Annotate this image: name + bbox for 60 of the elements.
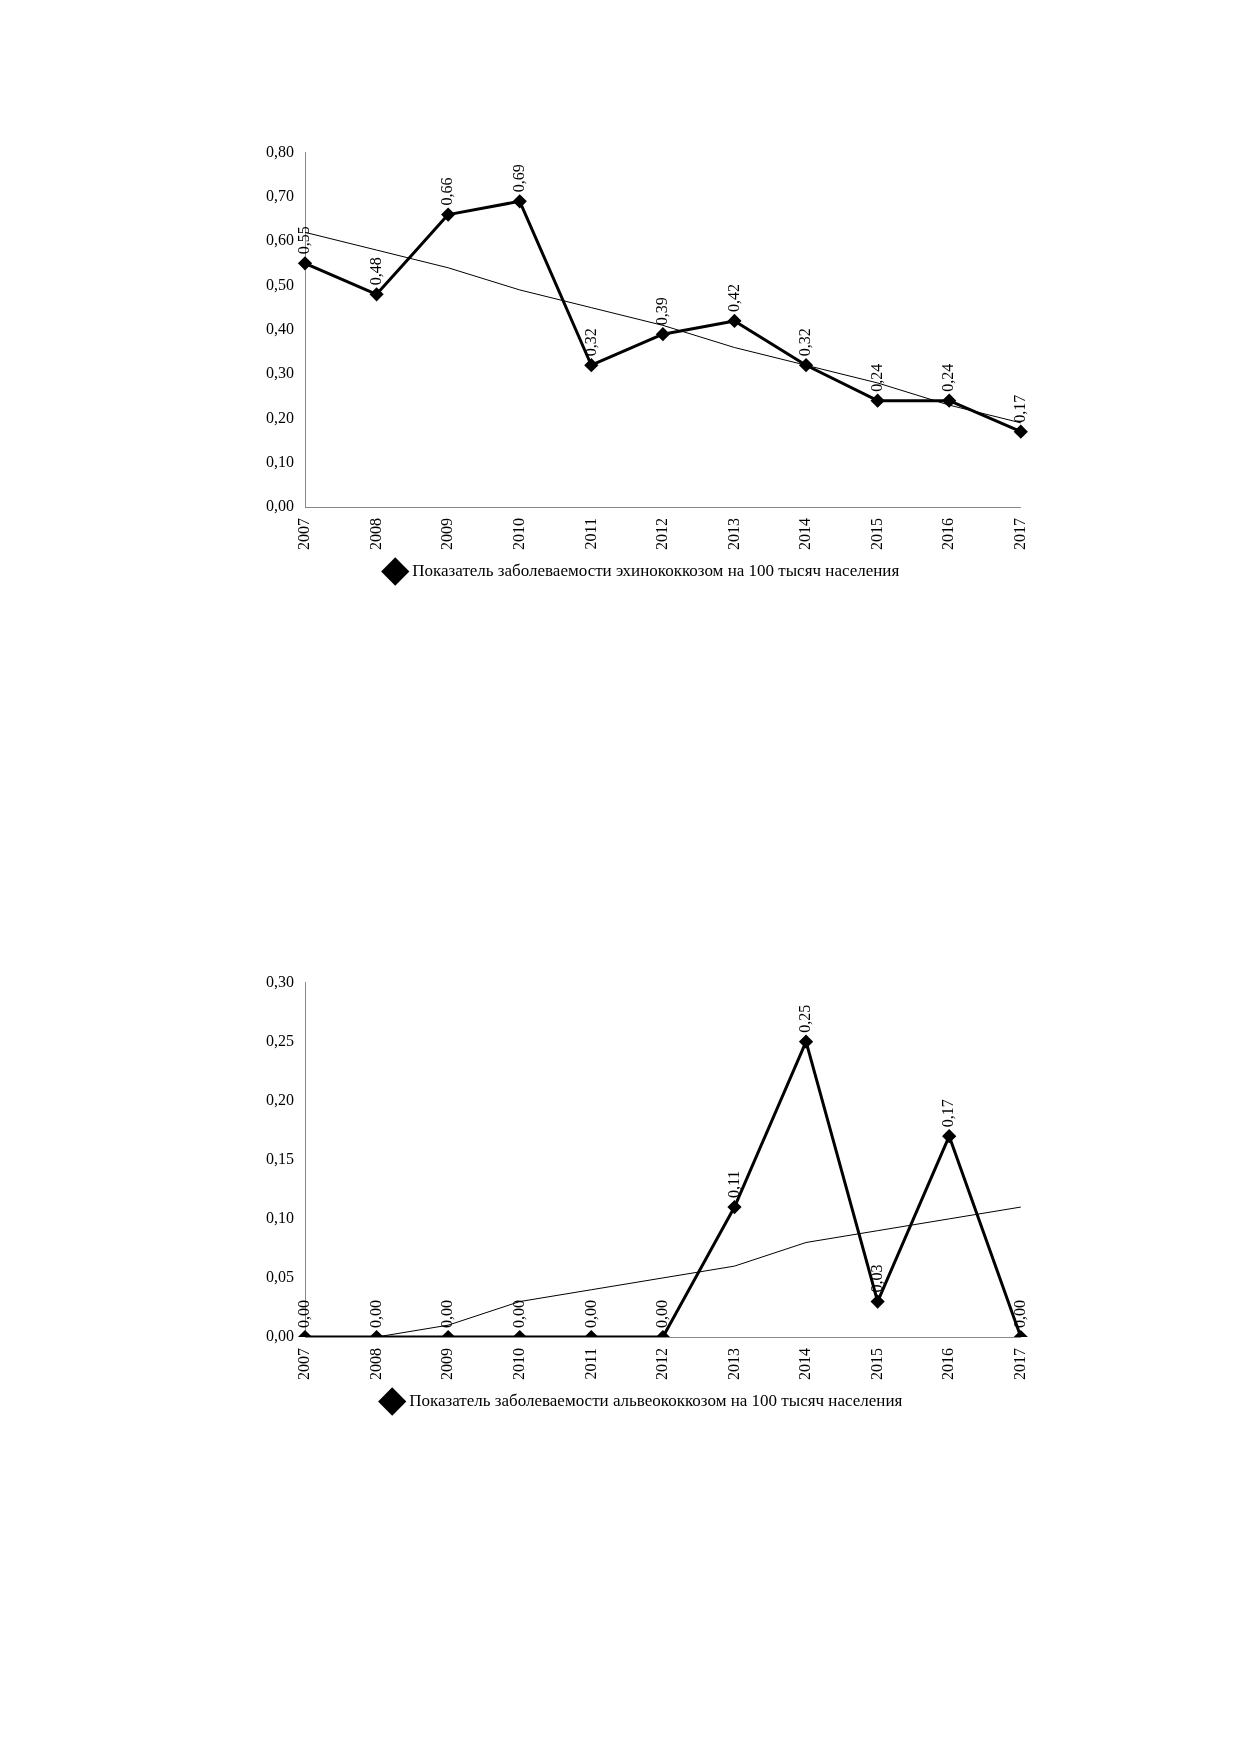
x-tick-label: 2017 [1011,518,1028,550]
y-tick-label: 0,20 [266,408,294,426]
x-tick-label: 2010 [509,518,527,550]
y-tick-label: 0,60 [266,231,294,249]
x-tick-label: 2010 [509,1348,527,1380]
data-label: 0,00 [366,1300,384,1328]
legend-label: Показатель заболеваемости эхинококкозом на 100 тысяч населения [412,560,900,580]
x-tick-label: 2008 [366,518,384,550]
x-tick-label: 2007 [295,518,313,550]
data-label: 0,25 [796,1004,814,1033]
x-tick-label: 2015 [867,518,885,550]
x-tick-label: 2015 [867,1348,885,1380]
x-tick-label: 2008 [366,1348,384,1380]
x-tick-label: 2016 [939,518,957,550]
x-tick-label: 2009 [438,1348,456,1380]
y-tick-label: 0,05 [266,1268,294,1286]
data-label: 0,17 [939,1099,957,1128]
data-label: 0,24 [867,363,885,392]
x-tick-label: 2017 [1011,1348,1028,1380]
y-tick-label: 0,25 [266,1031,294,1049]
x-tick-label: 2007 [295,1348,313,1380]
y-tick-label: 0,00 [266,1327,294,1345]
data-label: 0,69 [509,164,527,193]
x-tick-label: 2012 [653,1348,671,1380]
data-label: 0,55 [295,226,313,255]
legend-label: Показатель заболеваемости альвеококкозом на 100 тысяч населения [409,1390,903,1410]
y-tick-label: 0,20 [266,1090,294,1108]
x-tick-label: 2011 [581,518,599,550]
data-label: 0,48 [366,257,384,286]
data-label: 0,00 [438,1300,456,1328]
x-tick-label: 2011 [581,1348,599,1380]
data-label: 0,11 [724,1170,742,1199]
y-tick-label: 0,30 [266,364,294,382]
data-label: 0,24 [939,363,957,392]
data-label: 0,17 [1011,394,1028,423]
data-label: 0,39 [653,297,671,326]
data-label: 0,32 [796,328,814,357]
y-tick-label: 0,00 [266,497,294,515]
data-label: 0,00 [509,1300,527,1328]
y-tick-label: 0,30 [266,972,294,990]
data-label: 0,00 [295,1300,313,1328]
x-tick-label: 2013 [724,1348,742,1380]
x-tick-label: 2014 [796,518,814,550]
data-label: 0,00 [1011,1300,1028,1328]
x-tick-label: 2012 [653,518,671,550]
y-tick-label: 0,50 [266,275,294,293]
y-tick-label: 0,10 [266,1209,294,1227]
data-label: 0,66 [438,177,456,206]
y-tick-label: 0,40 [266,320,294,337]
x-tick-label: 2016 [939,1348,957,1380]
data-label: 0,42 [724,283,742,312]
x-tick-label: 2013 [724,518,742,550]
y-tick-label: 0,10 [266,452,294,470]
x-tick-label: 2014 [796,1348,814,1380]
x-tick-label: 2009 [438,518,456,550]
data-label: 0,00 [653,1300,671,1328]
y-tick-label: 0,70 [266,187,294,205]
y-tick-label: 0,80 [266,142,294,160]
data-label: 0,00 [581,1300,599,1328]
y-tick-label: 0,15 [266,1150,294,1167]
